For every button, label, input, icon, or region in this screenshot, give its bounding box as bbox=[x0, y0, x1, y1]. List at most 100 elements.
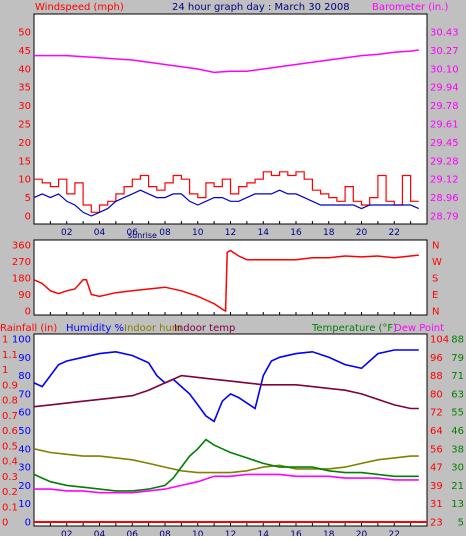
p1-yr-tick: 30.10 bbox=[430, 64, 459, 75]
climate-plot-area bbox=[33, 333, 428, 527]
p3-yhum-tick: 10 bbox=[18, 499, 31, 510]
p3-yrain-tick: 0.2 bbox=[2, 487, 18, 498]
climate-series bbox=[33, 349, 427, 523]
p3-ydew-tick: 13 bbox=[451, 499, 464, 510]
p1-yr-tick: 29.61 bbox=[430, 120, 459, 131]
p1-yl-tick: 40 bbox=[18, 64, 31, 75]
p2-yr-tick: N bbox=[432, 241, 439, 252]
legend-humidity: Humidity % bbox=[66, 323, 124, 334]
x-tick-label: 16 bbox=[290, 228, 302, 238]
barometer-y-axis-labels: 30.43 30.27 30.10 29.94 29.78 29.61 29.45 29.28… bbox=[430, 28, 459, 223]
wind-series bbox=[33, 49, 420, 217]
x-tick-label: 22 bbox=[389, 530, 400, 536]
p1-yl-tick: 35 bbox=[18, 83, 31, 94]
p1-yl-tick: 50 bbox=[18, 28, 31, 39]
p1-yl-tick: 5 bbox=[25, 193, 31, 204]
dew-point-y-axis-labels: 88 79 71 63 55 46 38 30 21 13 5 bbox=[451, 335, 464, 529]
p3-yrain-tick: 1 bbox=[2, 365, 8, 376]
p1-yr-tick: 29.12 bbox=[430, 175, 459, 186]
p3-yrain-tick: 0.3 bbox=[2, 472, 18, 483]
p3-yrain-tick: 0.5 bbox=[2, 441, 18, 452]
p1-yr-tick: 30.43 bbox=[430, 28, 459, 39]
wind-avg-line bbox=[33, 189, 420, 217]
x-tick-label: 14 bbox=[258, 530, 270, 536]
rainfall-y-axis-labels: 1 1.1 1 0.9 0.8 0.7 0.6 0.5 0.4 0.3 0.2 0.1 0 bbox=[2, 335, 18, 529]
p3-ydew-tick: 38 bbox=[451, 444, 464, 455]
x-tick-label: 12 bbox=[225, 530, 236, 536]
p3-ydew-tick: 30 bbox=[451, 463, 464, 474]
x-tick-label: 02 bbox=[61, 530, 72, 536]
p3-ytemp-tick: 39 bbox=[430, 481, 443, 492]
p2-yl-tick: 180 bbox=[12, 274, 31, 285]
p3-ytemp-tick: 56 bbox=[430, 444, 443, 455]
x-tick-label: 20 bbox=[356, 530, 368, 536]
x-tick-label: 02 bbox=[61, 228, 72, 238]
x-tick-label: 20 bbox=[356, 228, 368, 238]
p1-yr-tick: 28.79 bbox=[430, 212, 459, 223]
p1-yr-tick: 30.27 bbox=[430, 46, 459, 57]
p3-ydew-tick: 21 bbox=[451, 481, 464, 492]
p1-yr-tick: 29.28 bbox=[430, 156, 459, 167]
barometer-line bbox=[34, 49, 419, 74]
direction-y-axis-labels: 360 270 180 90 0 bbox=[12, 241, 31, 318]
p3-yrain-tick: 0.6 bbox=[2, 426, 18, 437]
x-tick-label: 04 bbox=[94, 228, 106, 238]
p3-yhum-tick: 70 bbox=[18, 389, 31, 400]
p3-ydew-tick: 46 bbox=[451, 426, 464, 437]
p3-yrain-tick: 0.8 bbox=[2, 396, 18, 407]
p2-yr-tick: W bbox=[432, 257, 442, 268]
p1-yr-tick: 29.45 bbox=[430, 138, 459, 149]
p1-yl-tick: 45 bbox=[18, 46, 31, 57]
p3-yhum-tick: 90 bbox=[18, 353, 31, 364]
p3-yhum-tick: 0 bbox=[25, 518, 31, 529]
rainfall-label: Rainfall (in) bbox=[0, 323, 57, 334]
direction-x-axis bbox=[49, 312, 412, 315]
p3-ydew-tick: 88 bbox=[451, 335, 464, 346]
indoor-hum-line bbox=[33, 448, 419, 474]
x-tick-label: 10 bbox=[192, 228, 204, 238]
x-tick-label: 18 bbox=[323, 228, 335, 238]
climate-x-axis: 02 04 06 08 10 12 14 16 18 20 22 bbox=[49, 523, 412, 540]
p3-ydew-tick: 71 bbox=[451, 371, 464, 382]
barometer-label: Barometer (in.) bbox=[372, 2, 448, 13]
wind-gust-line bbox=[34, 171, 419, 213]
chart-title: 24 hour graph day : March 30 2008 bbox=[172, 2, 350, 13]
x-tick-label: 08 bbox=[159, 228, 171, 238]
direction-series bbox=[33, 249, 419, 313]
p1-yl-tick: 25 bbox=[18, 120, 31, 131]
p2-yr-tick: N bbox=[432, 307, 439, 318]
p1-yl-tick: 10 bbox=[18, 175, 31, 186]
p3-ydew-tick: 5 bbox=[458, 518, 464, 529]
p3-ydew-tick: 79 bbox=[451, 353, 464, 364]
windspeed-label: Windspeed (mph) bbox=[35, 2, 124, 13]
p3-yrain-tick: 0 bbox=[2, 518, 8, 529]
p3-yhum-tick: 100 bbox=[12, 335, 31, 346]
x-tick-label: 06 bbox=[127, 530, 139, 536]
p1-yr-tick: 29.94 bbox=[430, 83, 459, 94]
p3-yhum-tick: 60 bbox=[18, 408, 31, 419]
p2-yl-tick: 360 bbox=[12, 241, 31, 252]
p3-ytemp-tick: 23 bbox=[430, 518, 443, 529]
temperature-y-axis-labels: 104 96 88 80 72 64 56 47 39 31 23 bbox=[430, 335, 449, 529]
p3-ytemp-tick: 31 bbox=[430, 499, 443, 510]
p3-ytemp-tick: 72 bbox=[430, 408, 443, 419]
p1-yl-tick: 20 bbox=[18, 138, 31, 149]
p3-yhum-tick: 40 bbox=[18, 444, 31, 455]
p2-yl-tick: 90 bbox=[18, 290, 31, 301]
dew-point-line bbox=[34, 473, 419, 494]
p3-ytemp-tick: 88 bbox=[430, 371, 443, 382]
p2-yr-tick: S bbox=[432, 274, 438, 285]
x-tick-label: 12 bbox=[225, 228, 236, 238]
x-tick-label: 10 bbox=[192, 530, 204, 536]
wind-x-axis: 02 04 06 08 10 12 14 16 18 20 22 bbox=[49, 221, 412, 238]
p3-yrain-tick: 0.4 bbox=[2, 457, 18, 468]
p2-yr-tick: E bbox=[432, 290, 438, 301]
legend-indoor-hum: Indoor hum bbox=[124, 323, 182, 334]
p3-yrain-tick: 0.7 bbox=[2, 411, 18, 422]
x-tick-label: 06 bbox=[127, 228, 139, 238]
p3-yhum-tick: 20 bbox=[18, 481, 31, 492]
